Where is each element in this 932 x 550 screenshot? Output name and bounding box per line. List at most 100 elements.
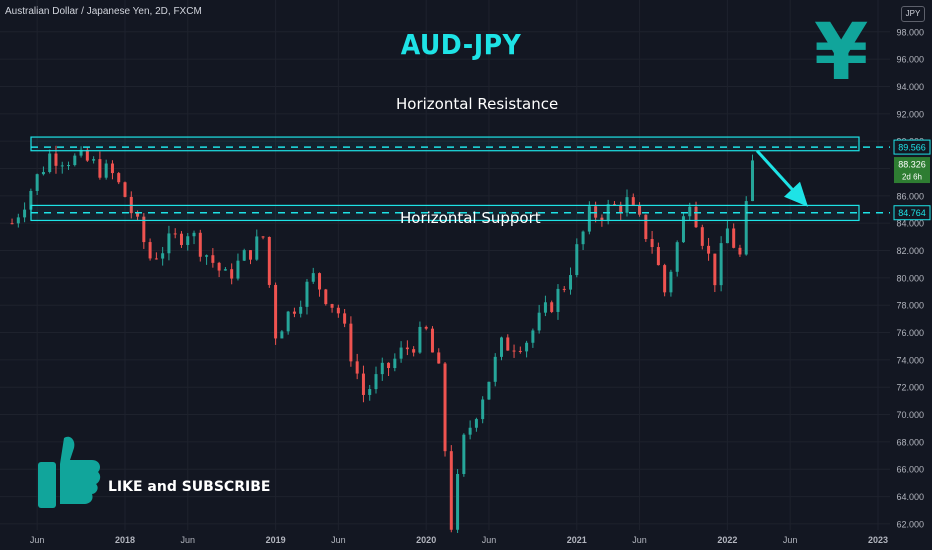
candle-down	[179, 233, 183, 245]
candle-up	[468, 427, 472, 435]
candle-up	[500, 337, 503, 357]
candle-down	[619, 204, 623, 213]
arrow-shaft	[755, 149, 800, 197]
candle-down	[292, 311, 296, 314]
resistance-price-label: 89.566	[898, 143, 926, 153]
x-tick-label: Jun	[783, 535, 798, 545]
y-tick-label: 92.000	[896, 109, 924, 119]
x-tick-label: Jun	[632, 535, 647, 545]
last-price-label: 88.326	[898, 160, 926, 170]
candle-up	[167, 233, 171, 254]
currency-button[interactable]: JPY	[901, 6, 925, 22]
candle-up	[205, 255, 209, 257]
candle-up	[280, 331, 284, 339]
candle-down	[230, 269, 234, 279]
candle-down	[324, 289, 328, 305]
resistance-label: Horizontal Resistance	[396, 95, 559, 113]
candle-down	[343, 313, 347, 324]
y-tick-label: 68.000	[896, 437, 924, 447]
candle-down	[412, 349, 416, 353]
y-tick-label: 62.000	[896, 519, 924, 529]
candle-down	[550, 302, 554, 312]
candle-up	[393, 358, 397, 369]
support-price-label-box	[893, 205, 931, 221]
candle-up	[79, 149, 83, 156]
candle-down	[638, 204, 642, 215]
candle-up	[41, 172, 45, 175]
candle-down	[211, 255, 215, 263]
candle-up	[487, 381, 491, 400]
candle-up	[575, 244, 579, 276]
candle-up	[751, 160, 754, 202]
candle-up	[537, 312, 541, 331]
candle-up	[60, 165, 64, 167]
symbol-info[interactable]: Australian Dollar / Japanese Yen, 2D, FX…	[5, 6, 202, 17]
candle-down	[387, 362, 391, 369]
candle-down	[443, 363, 447, 452]
candle-up	[242, 250, 246, 261]
candle-down	[405, 347, 409, 350]
candle-up	[255, 236, 259, 260]
thumbs-up-icon	[38, 436, 101, 508]
candle-down	[631, 197, 635, 205]
y-tick-label: 66.000	[896, 465, 924, 475]
candle-up	[587, 206, 591, 232]
candle-down	[449, 451, 453, 530]
support-price-label: 84.764	[898, 208, 926, 218]
candle-up	[104, 163, 108, 178]
candle-up	[380, 362, 384, 375]
candle-up	[305, 281, 309, 307]
candle-up	[186, 236, 190, 245]
candle-down	[437, 352, 441, 364]
candle-down	[713, 253, 717, 286]
y-tick-label: 84.000	[896, 219, 924, 229]
candle-down	[518, 350, 522, 352]
x-tick-label: 2021	[567, 535, 587, 545]
candle-down	[136, 213, 140, 217]
candle-up	[744, 201, 748, 255]
candle-up	[23, 209, 27, 218]
candle-down	[117, 173, 121, 183]
candle-down	[506, 337, 510, 351]
x-tick-label: Jun	[30, 535, 45, 545]
candle-up	[192, 232, 196, 237]
candle-down	[274, 284, 278, 339]
candle-up	[374, 374, 378, 390]
candle-up	[48, 153, 52, 173]
x-tick-label: Jun	[331, 535, 346, 545]
candle-down	[612, 204, 616, 206]
candle-down	[123, 182, 127, 197]
candle-down	[663, 265, 667, 293]
candle-down	[594, 206, 598, 218]
y-tick-label: 78.000	[896, 301, 924, 311]
candle-up	[725, 228, 729, 244]
y-tick-label: 86.000	[896, 191, 924, 201]
candle-up	[16, 217, 20, 224]
candle-up	[669, 271, 673, 293]
candle-down	[512, 350, 516, 352]
x-tick-label: 2020	[416, 535, 436, 545]
arrow-head	[784, 181, 808, 207]
candle-down	[10, 223, 14, 225]
candle-down	[54, 153, 58, 166]
candle-up	[456, 473, 460, 530]
candle-up	[223, 269, 227, 271]
zones	[30, 136, 890, 222]
candle-up	[569, 275, 573, 290]
candle-down	[738, 247, 742, 255]
y-tick-label: 98.000	[896, 27, 924, 37]
candle-down	[424, 326, 428, 329]
candle-up	[311, 273, 315, 282]
candle-down	[330, 304, 334, 308]
candle-up	[462, 434, 466, 474]
candle-up	[531, 330, 535, 343]
yen-icon: ¥	[814, 8, 869, 98]
candle-down	[336, 307, 340, 314]
last-price-box	[894, 157, 930, 184]
candle-up	[719, 243, 723, 286]
y-tick-label: 94.000	[896, 82, 924, 92]
candle-up	[161, 253, 165, 259]
candle-down	[173, 233, 177, 235]
